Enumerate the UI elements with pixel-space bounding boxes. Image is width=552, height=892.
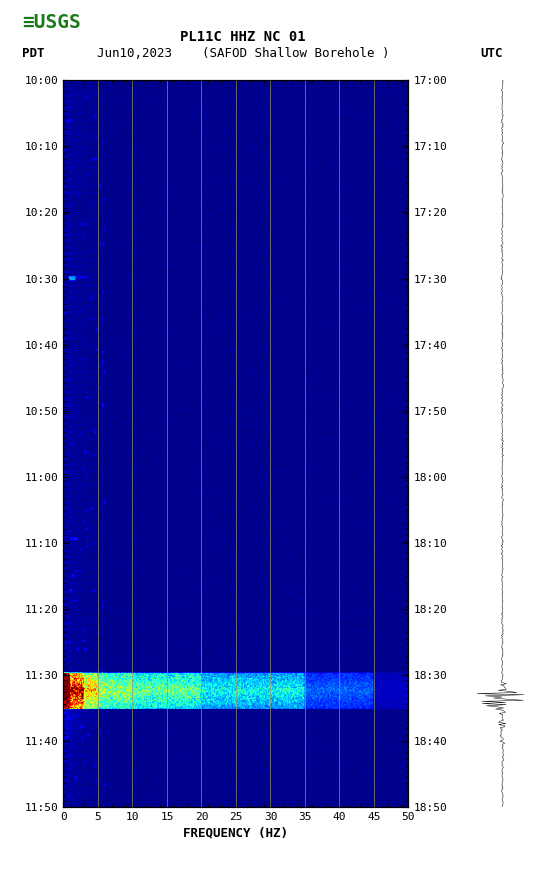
Text: PDT: PDT <box>22 47 45 60</box>
X-axis label: FREQUENCY (HZ): FREQUENCY (HZ) <box>183 826 289 839</box>
Text: Jun10,2023    (SAFOD Shallow Borehole ): Jun10,2023 (SAFOD Shallow Borehole ) <box>97 47 389 60</box>
Text: UTC: UTC <box>480 47 503 60</box>
Text: PL11C HHZ NC 01: PL11C HHZ NC 01 <box>180 30 306 45</box>
Text: ≡USGS: ≡USGS <box>22 12 81 32</box>
